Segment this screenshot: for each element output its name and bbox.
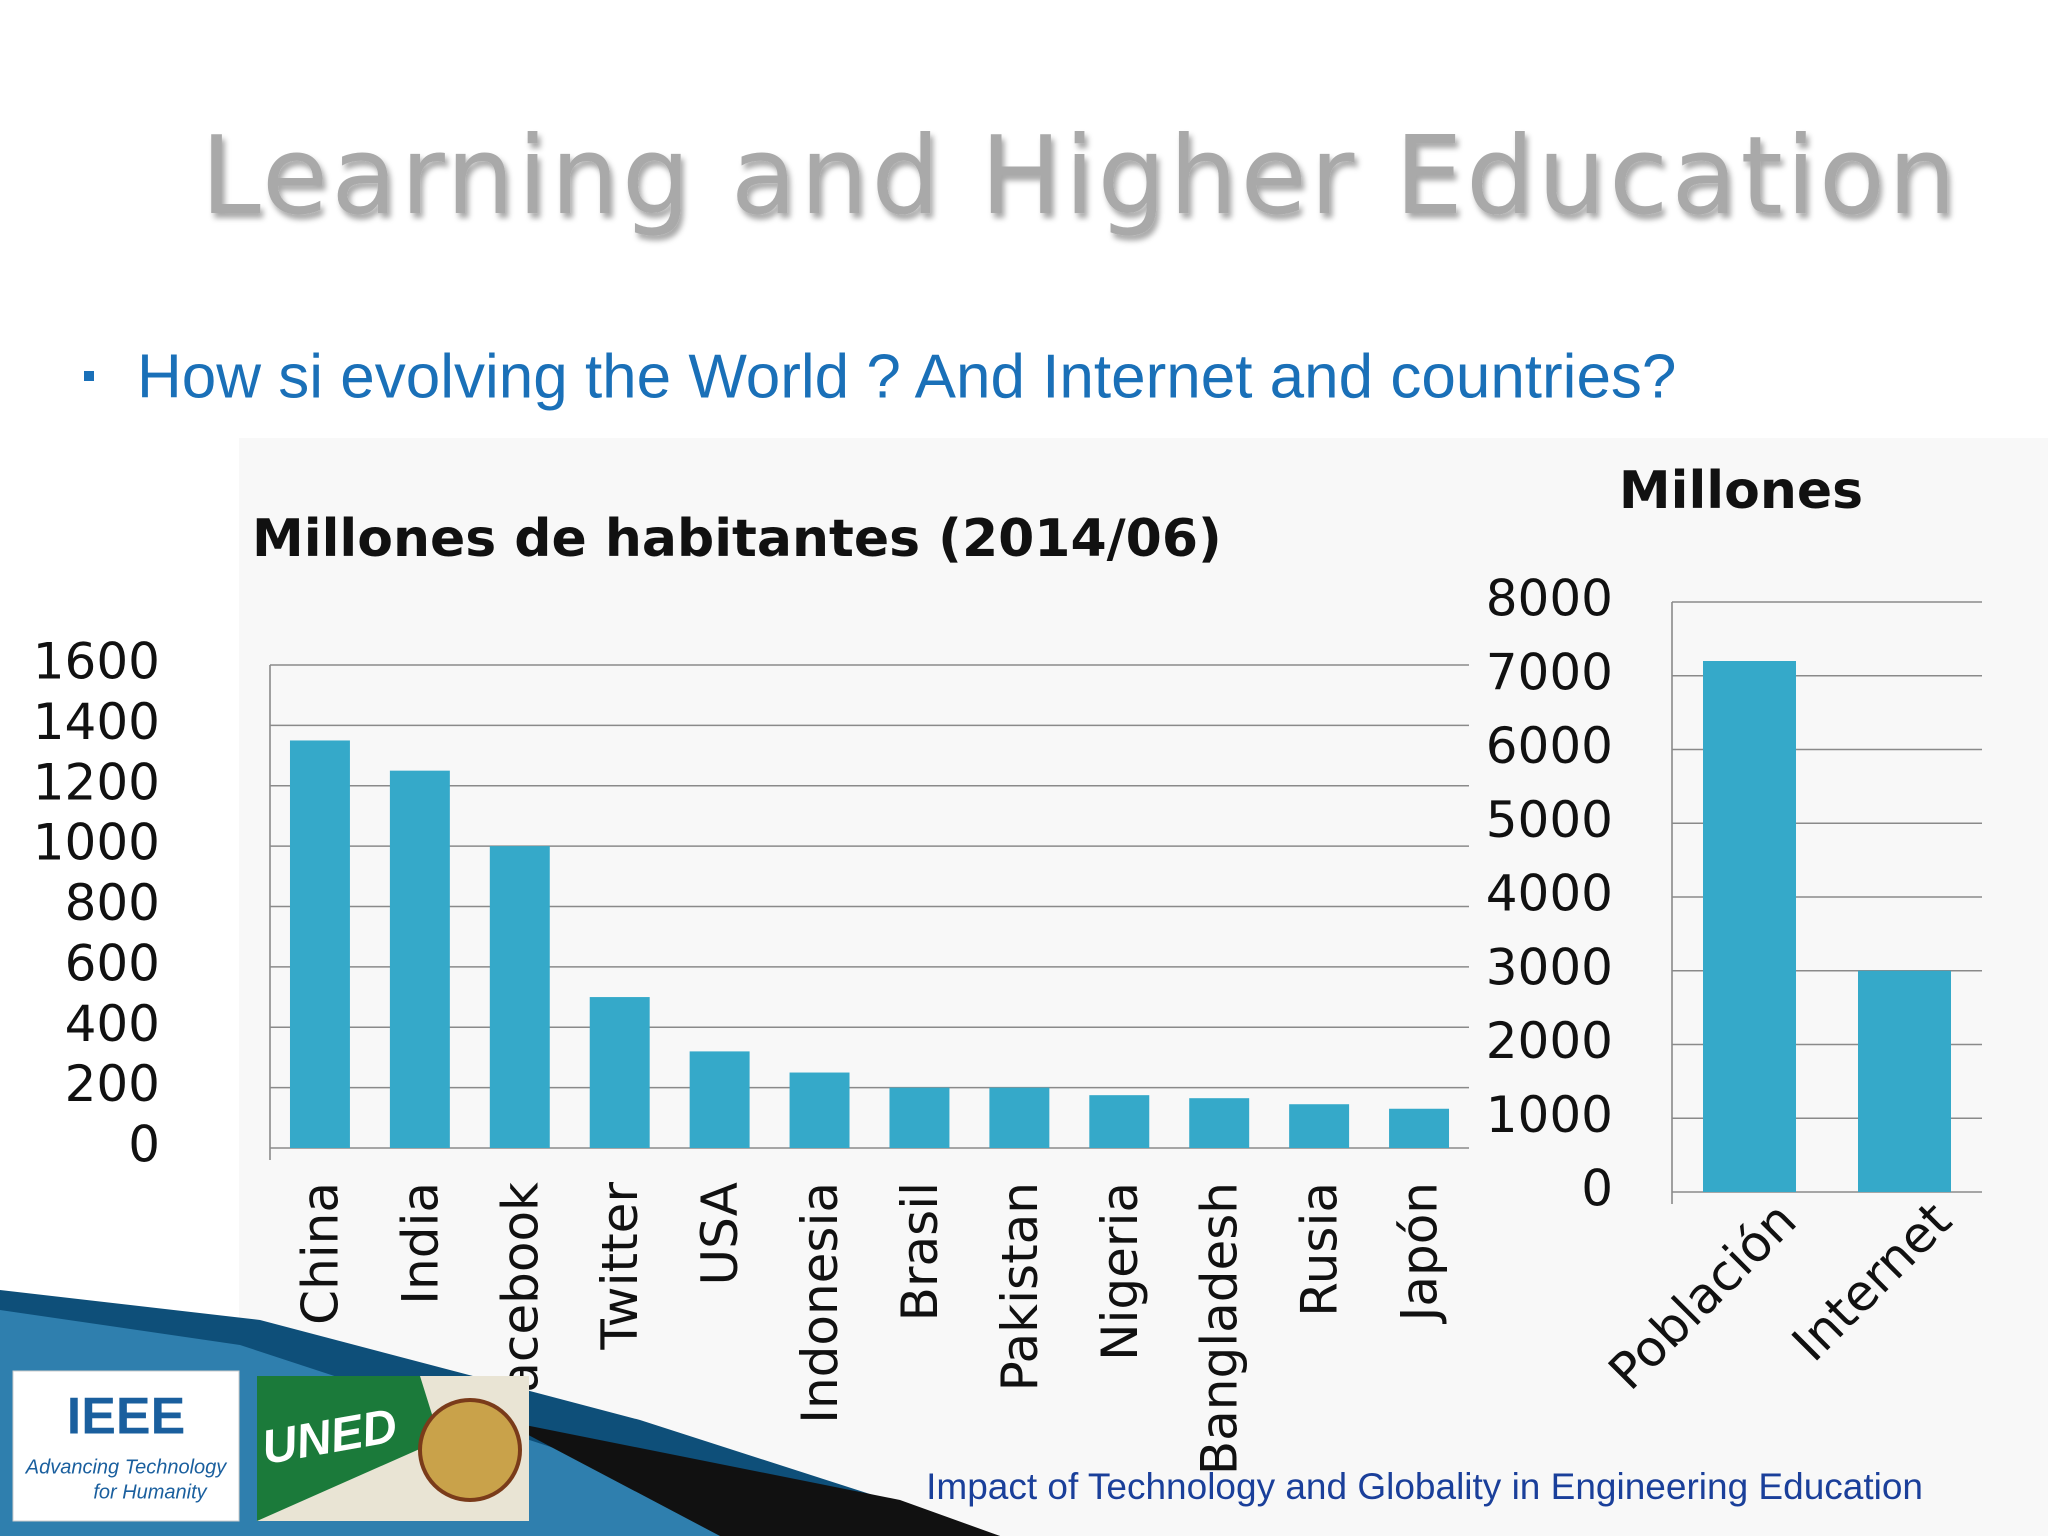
x-tick-label: Twitter: [591, 1182, 649, 1351]
y-tick-label: 8000: [1486, 570, 1613, 628]
bar: [1389, 1108, 1450, 1148]
chart-title: Millones: [1619, 461, 1863, 521]
footer: Impact of Technology and Globality in En…: [926, 1466, 1923, 1507]
bar: [489, 846, 550, 1148]
y-tick-label: 0: [1581, 1160, 1613, 1218]
y-tick-label: 1400: [33, 693, 160, 751]
bar: [889, 1087, 950, 1148]
bar: [689, 1051, 750, 1148]
x-tick-label: Pakistan: [991, 1182, 1049, 1391]
y-tick-label: 2000: [1486, 1012, 1613, 1070]
x-tick-label: Indonesia: [791, 1182, 849, 1424]
x-tick-label: Brasil: [891, 1182, 949, 1321]
y-tick-label: 1200: [33, 753, 160, 811]
bar: [389, 770, 450, 1148]
bar: [1089, 1095, 1150, 1148]
bar: [1858, 970, 1951, 1192]
y-tick-label: 1600: [33, 633, 160, 691]
x-tick-label: Japón: [1391, 1182, 1449, 1324]
y-tick-label: 5000: [1486, 791, 1613, 849]
x-tick-label: USA: [691, 1182, 749, 1285]
x-tick-label: Nigeria: [1091, 1182, 1149, 1361]
slide-title: Learning and Higher Education: [201, 114, 1960, 239]
y-tick-label: 200: [65, 1055, 160, 1113]
bar: [1289, 1104, 1350, 1148]
ieee-tagline: for Humanity: [93, 1481, 207, 1503]
bar: [289, 740, 350, 1148]
bullet-marker: [84, 371, 94, 381]
uned-logo-band: [257, 1376, 440, 1521]
y-tick-label: 0: [128, 1116, 160, 1174]
x-tick-label: China: [291, 1182, 349, 1325]
ieee-logo: [12, 1370, 240, 1522]
y-tick-label: 1000: [33, 814, 160, 872]
chart-title: Millones de habitantes (2014/06): [252, 509, 1222, 569]
y-tick-label: 1000: [1486, 1086, 1613, 1144]
bar: [1189, 1098, 1250, 1148]
ieee-tagline: Advancing Technology: [25, 1456, 228, 1478]
decor-swoosh: [500, 1420, 1000, 1536]
y-tick-label: 800: [65, 874, 160, 932]
y-tick-label: 600: [65, 934, 160, 992]
uned-seal: [418, 1398, 522, 1502]
y-tick-label: 3000: [1486, 938, 1613, 996]
bar: [789, 1072, 850, 1148]
y-tick-label: 400: [65, 995, 160, 1053]
bar: [989, 1087, 1050, 1148]
x-tick-label: India: [391, 1182, 449, 1305]
bar: [1703, 661, 1796, 1192]
y-tick-label: 7000: [1486, 643, 1613, 701]
y-tick-label: 6000: [1486, 717, 1613, 775]
y-tick-label: 4000: [1486, 865, 1613, 923]
ieee-logo-text: IEEE: [67, 1388, 186, 1446]
bar: [589, 997, 650, 1148]
x-tick-label: Bangladesh: [1191, 1182, 1249, 1475]
x-tick-label: Rusia: [1291, 1182, 1349, 1317]
charts: Millones de habitantes (2014/06)02004006…: [33, 461, 1982, 1475]
bullet-text: How si evolving the World ? And Internet…: [137, 342, 1676, 411]
